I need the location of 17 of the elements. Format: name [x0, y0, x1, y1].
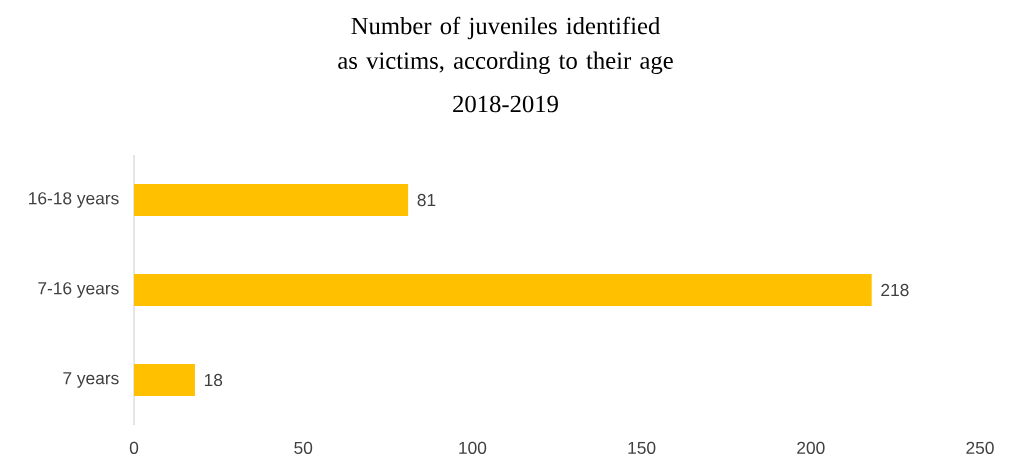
data-label: 18: [204, 373, 223, 387]
y-tick-label: 16-18 years: [29, 192, 119, 208]
x-tick-label: 0: [129, 441, 139, 454]
data-label: 81: [417, 193, 436, 207]
chart-title: Number of juveniles identified as victims, according to their age: [338, 16, 673, 75]
bar: [134, 273, 872, 306]
bar: [134, 363, 195, 396]
data-label: 218: [881, 283, 909, 297]
x-tick-label: 200: [797, 441, 825, 454]
x-tick-label: 150: [628, 441, 656, 454]
chart-subtitle: 2018-2019: [453, 95, 558, 113]
y-tick-label: 7-16 years: [38, 282, 119, 298]
x-tick-label: 250: [966, 441, 994, 454]
y-tick-label: 7 years: [63, 372, 119, 388]
x-tick-label: 100: [459, 441, 487, 454]
x-tick-label: 50: [294, 441, 313, 454]
bar: [134, 184, 409, 216]
